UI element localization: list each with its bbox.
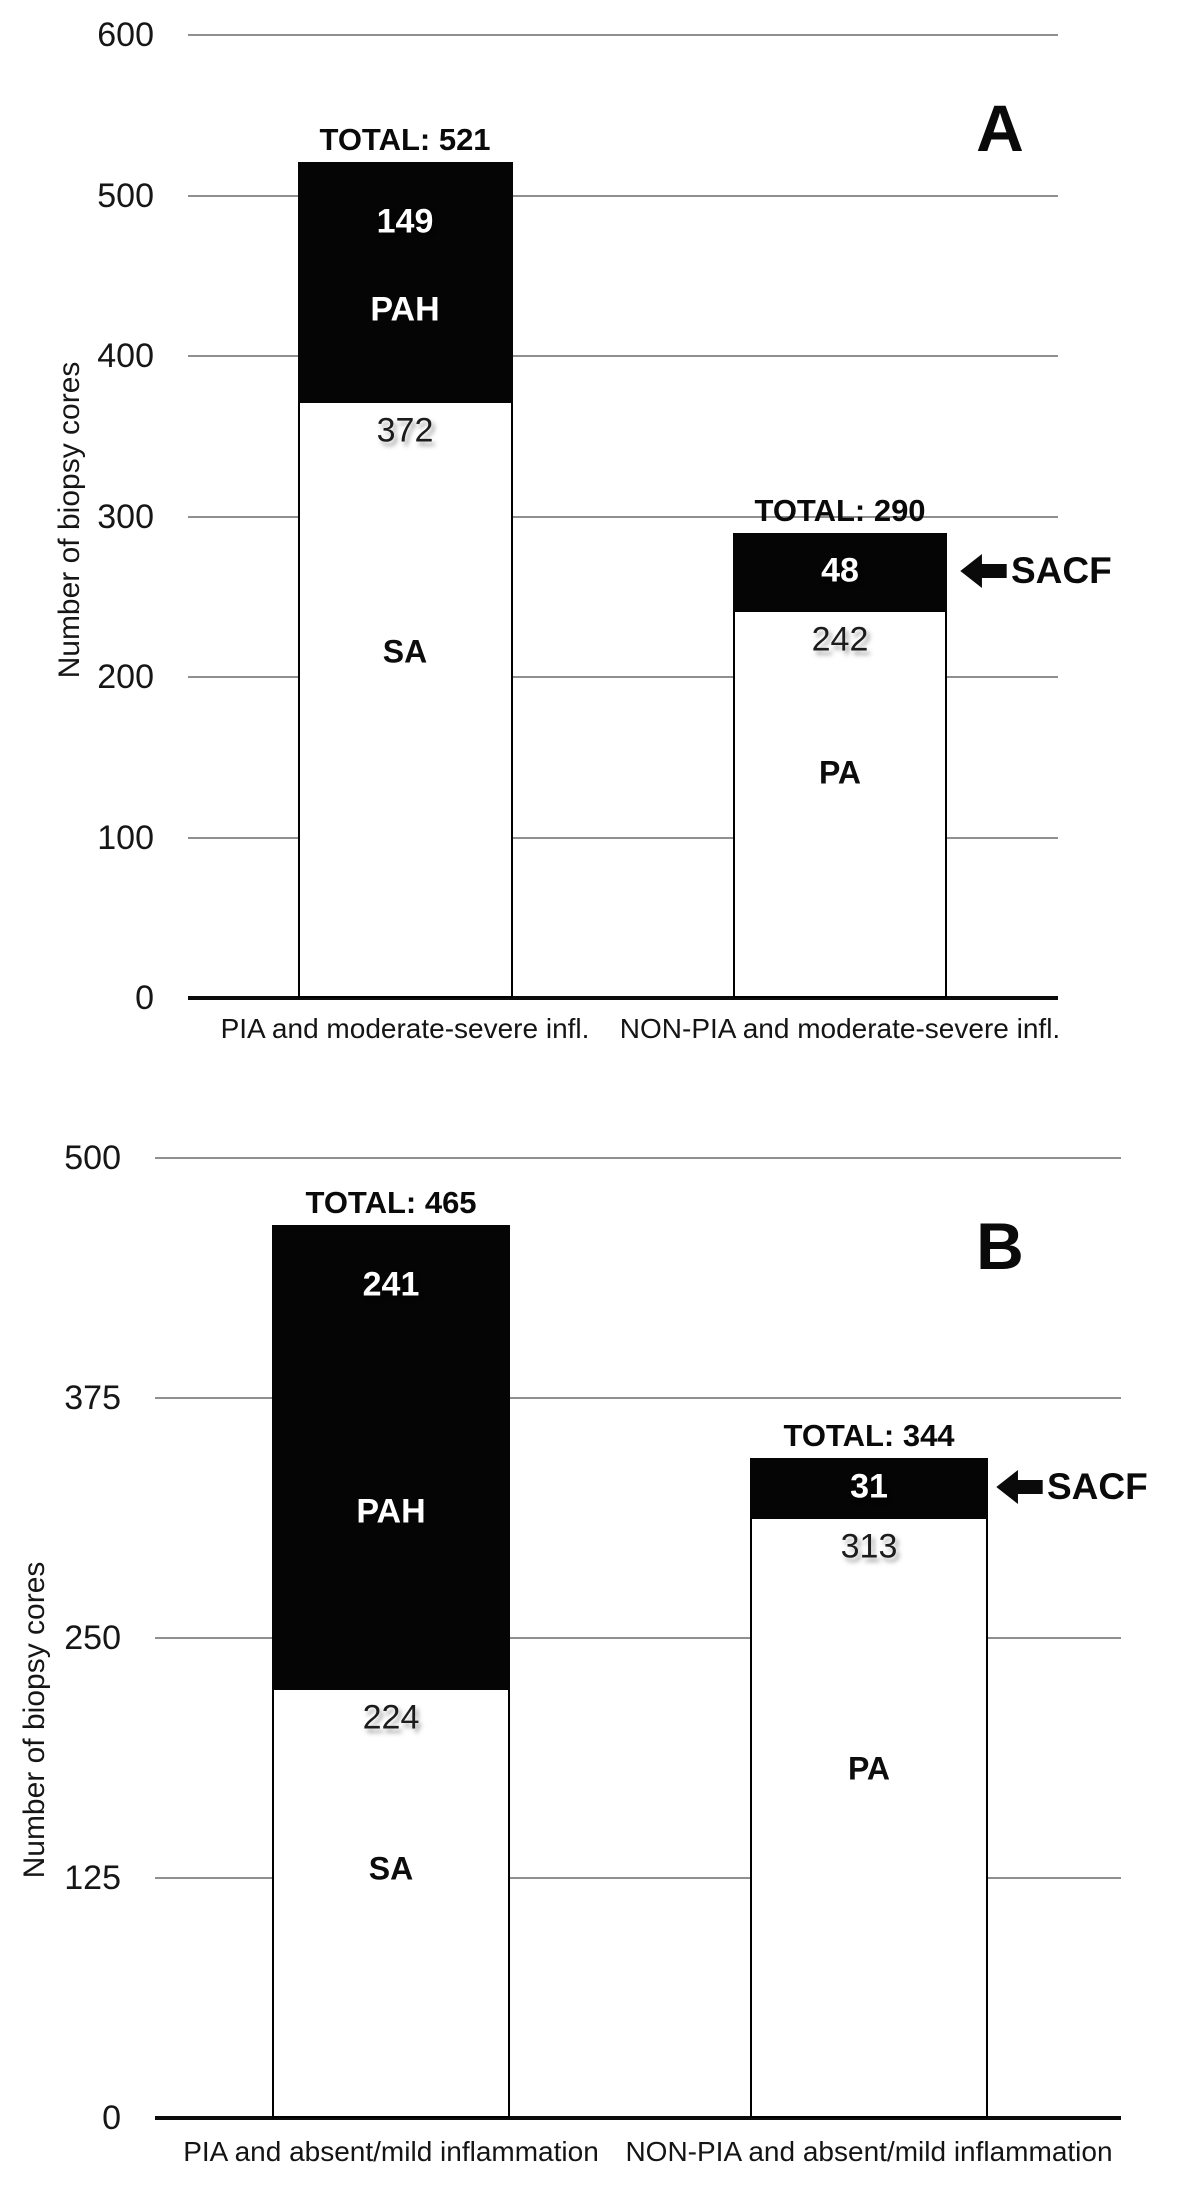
gridline bbox=[188, 355, 1058, 358]
black-segment-name-label: PAH bbox=[370, 290, 440, 329]
bar-segment-black bbox=[750, 1457, 988, 1520]
y-tick-label: 600 bbox=[97, 16, 154, 55]
category-label: NON-PIA and moderate-severe infl. bbox=[619, 1013, 1061, 1044]
gridline bbox=[155, 1637, 1121, 1639]
y-tick-label: 375 bbox=[64, 1379, 121, 1417]
panel-letter-B: B bbox=[976, 1209, 1024, 1283]
total-label: TOTAL: 344 bbox=[783, 1417, 955, 1453]
total-label: TOTAL: 465 bbox=[305, 1185, 477, 1221]
y-tick-label: 200 bbox=[97, 658, 154, 697]
y-tick-label: 0 bbox=[102, 2099, 121, 2137]
bar-pia bbox=[272, 1225, 510, 2118]
y-tick-label: 400 bbox=[97, 337, 154, 376]
bar-non-pia bbox=[750, 1457, 988, 2118]
black-segment-value-label: 241 bbox=[362, 1265, 420, 1304]
sacf-annotation: SACF bbox=[996, 1466, 1148, 1508]
bar-non-pia bbox=[733, 532, 947, 998]
gridline bbox=[155, 1157, 1121, 1159]
white-segment-name-label: SA bbox=[368, 1850, 414, 1887]
y-tick-label: 300 bbox=[97, 497, 154, 536]
x-axis-baseline bbox=[155, 2116, 1121, 2120]
bar-pia bbox=[297, 162, 513, 998]
white-segment-name-label: PA bbox=[818, 754, 862, 791]
white-segment-name-label: SA bbox=[382, 633, 428, 670]
black-segment-name-label: PAH bbox=[356, 1492, 426, 1531]
sacf-annotation: SACF bbox=[960, 550, 1112, 592]
gridline bbox=[188, 34, 1058, 37]
panel-letter-A: A bbox=[976, 91, 1024, 165]
left-arrow-icon bbox=[960, 554, 1007, 589]
y-tick-label: 250 bbox=[64, 1619, 121, 1657]
black-segment-value-label: 149 bbox=[376, 202, 434, 241]
y-tick-label: 0 bbox=[135, 979, 154, 1017]
white-segment-value-label: 242 bbox=[811, 620, 869, 659]
white-segment-value-label: 224 bbox=[362, 1698, 420, 1737]
black-segment-value-label: 48 bbox=[821, 551, 859, 590]
gridline bbox=[188, 676, 1058, 679]
gridline bbox=[188, 836, 1058, 839]
left-arrow-icon bbox=[996, 1470, 1043, 1505]
y-tick-label: 125 bbox=[64, 1859, 121, 1897]
sacf-label: SACF bbox=[1047, 1466, 1148, 1508]
y-tick-label: 500 bbox=[97, 176, 154, 215]
total-label: TOTAL: 290 bbox=[754, 492, 926, 528]
gridline bbox=[155, 1397, 1121, 1399]
total-label: TOTAL: 521 bbox=[319, 122, 491, 158]
bar-segment-black bbox=[272, 1225, 510, 1690]
category-label: PIA and absent/mild inflammation bbox=[183, 2136, 599, 2167]
bar-segment-black bbox=[297, 162, 513, 404]
white-segment-name-label: PA bbox=[847, 1750, 891, 1787]
gridline bbox=[188, 194, 1058, 197]
white-segment-value-label: 372 bbox=[376, 411, 434, 450]
sacf-label: SACF bbox=[1011, 550, 1112, 592]
gridline bbox=[188, 515, 1058, 518]
black-segment-value-label: 31 bbox=[850, 1467, 888, 1506]
white-segment-value-label: 313 bbox=[840, 1527, 898, 1566]
gridline bbox=[155, 1877, 1121, 1879]
bar-segment-black bbox=[733, 532, 947, 612]
y-axis-title: Number of biopsy cores bbox=[18, 1561, 51, 1879]
y-tick-label: 500 bbox=[64, 1139, 121, 1177]
x-axis-baseline bbox=[188, 996, 1058, 1000]
category-label: PIA and moderate-severe infl. bbox=[220, 1013, 590, 1044]
category-label: NON-PIA and absent/mild inflammation bbox=[625, 2136, 1113, 2167]
y-tick-label: 100 bbox=[97, 818, 154, 857]
